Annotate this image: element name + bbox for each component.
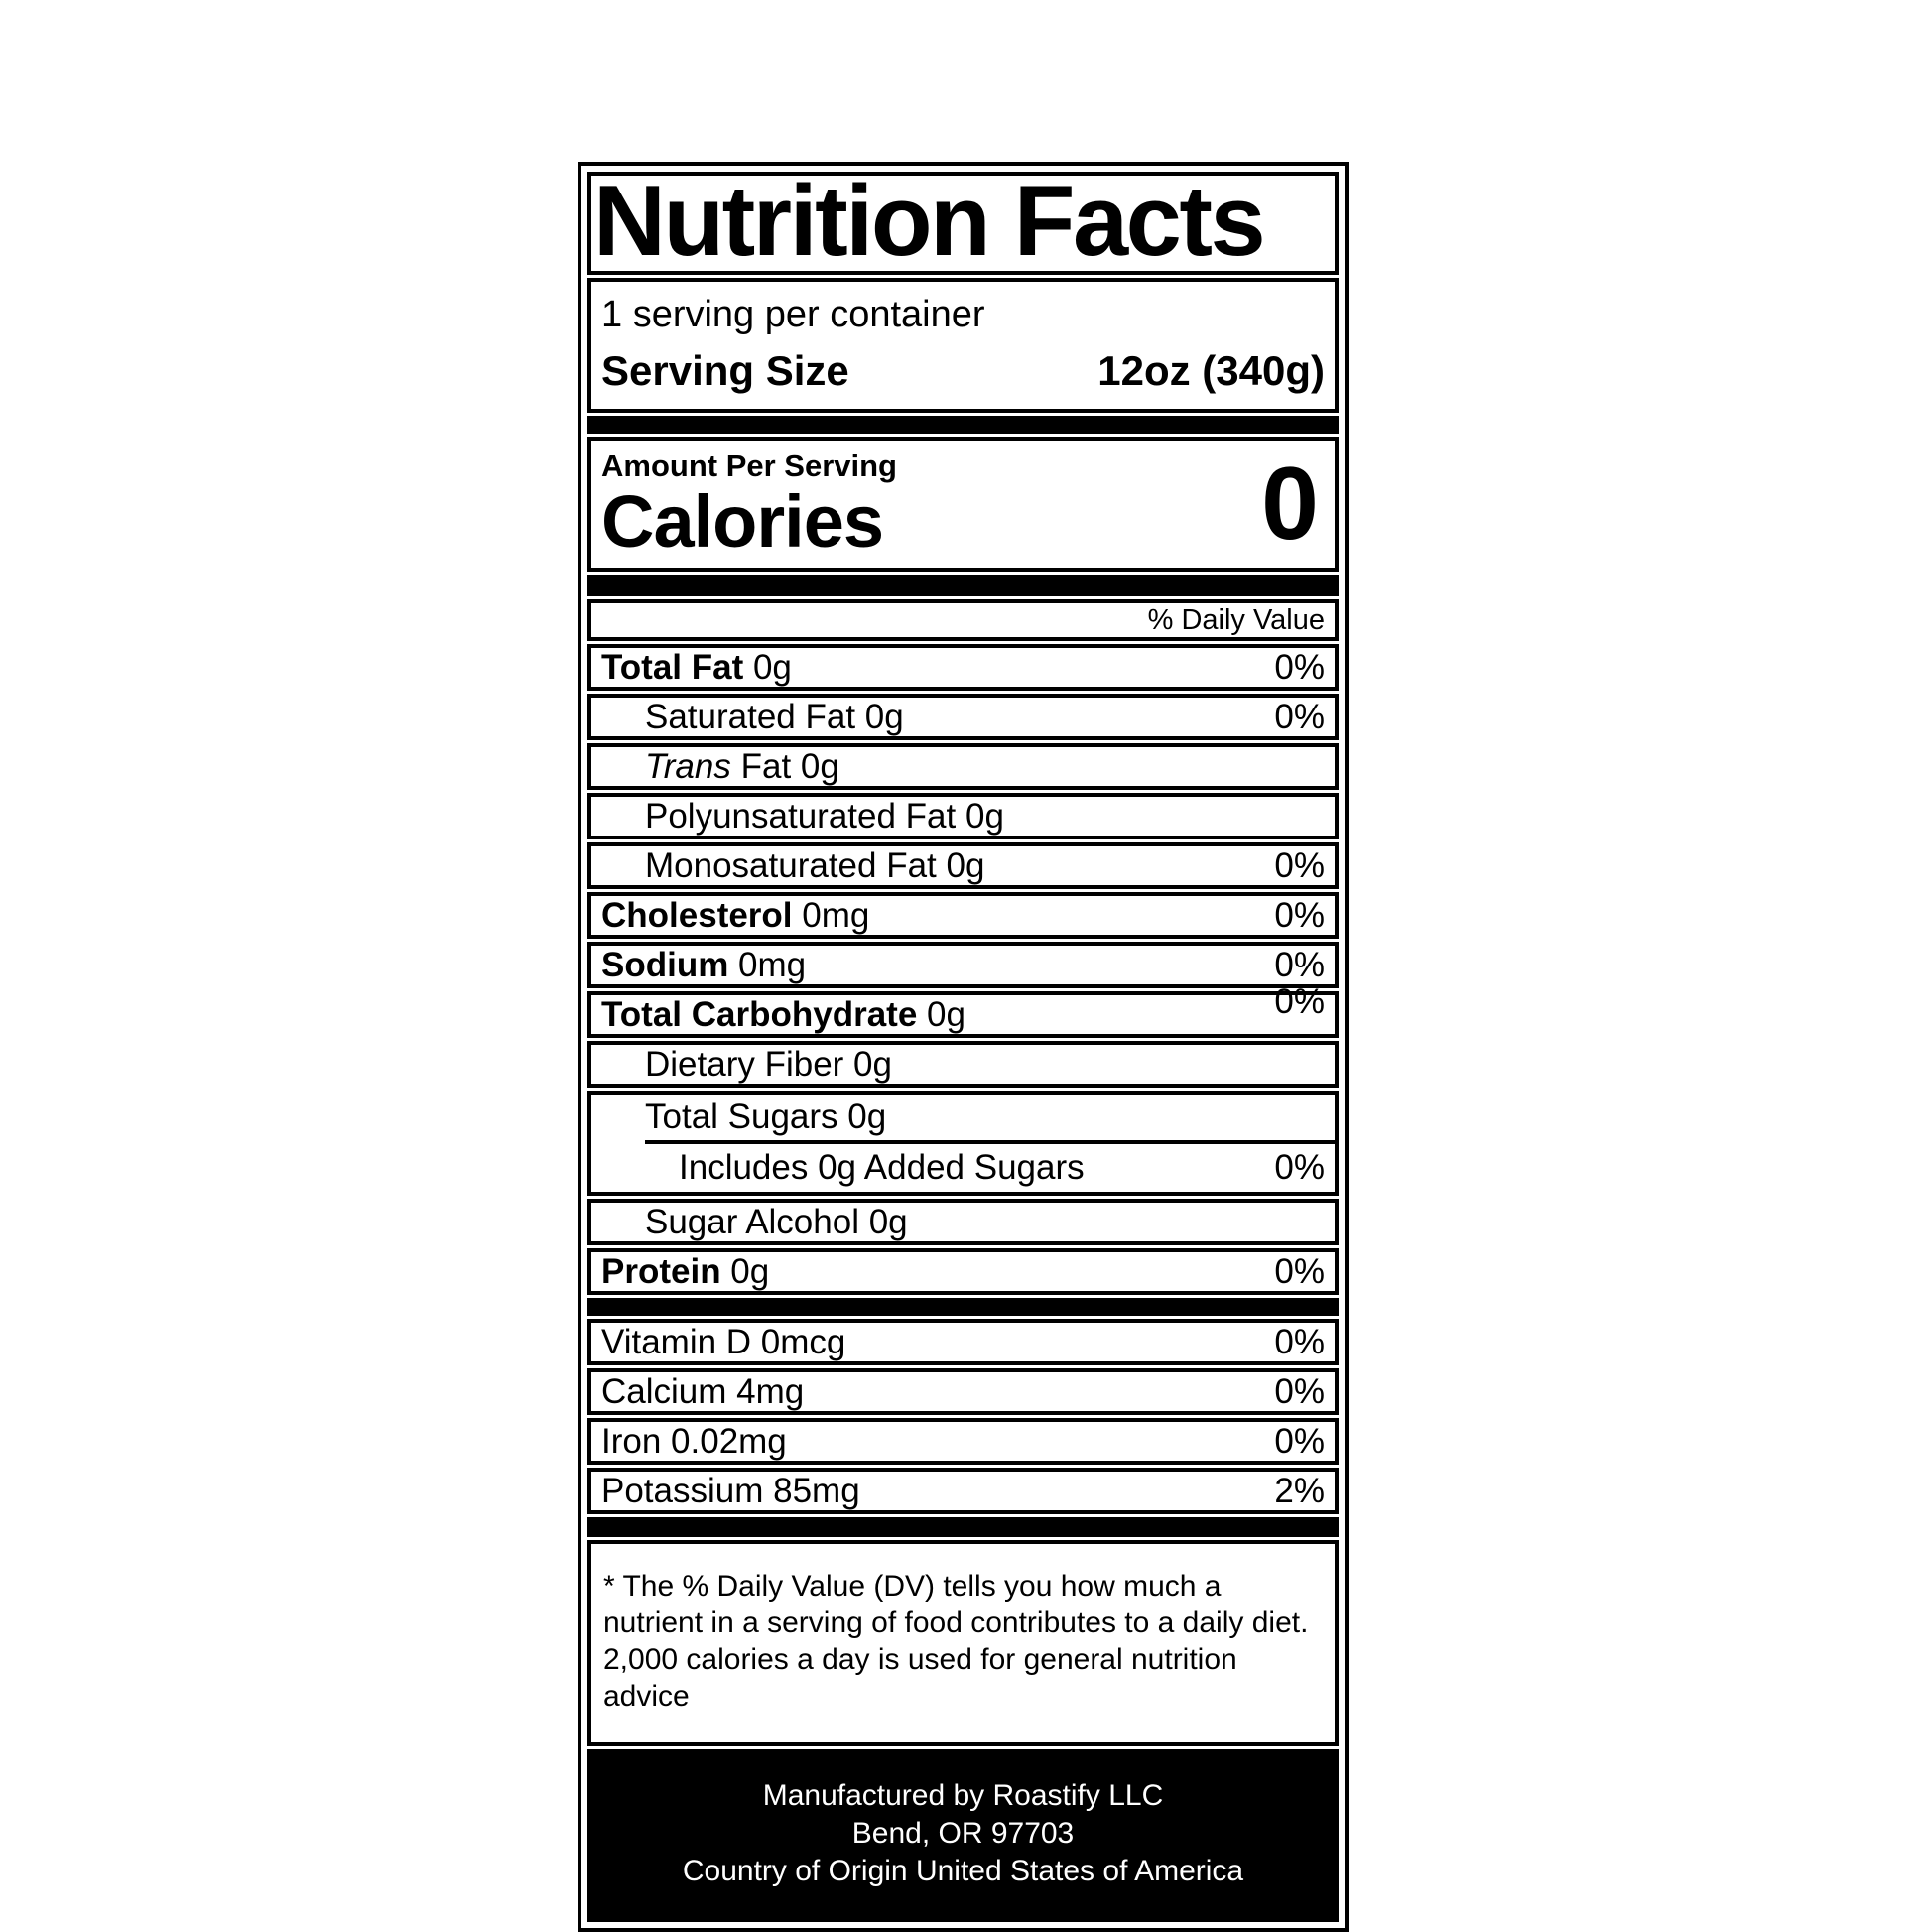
nutrient-row: Total Carbohydrate 0g 0%: [587, 982, 1339, 1038]
nutrient-name: Polyunsaturated Fat 0g: [645, 796, 1004, 836]
nutrient-amount: 4mg: [726, 1371, 805, 1411]
separator-bar: [587, 1298, 1339, 1316]
nutrient-percent: 0%: [1274, 697, 1325, 736]
nutrient-name: Monosaturated Fat 0g: [645, 845, 985, 885]
nutrient-amount: 0g: [843, 1044, 892, 1084]
nutrient-amount: 0mcg: [751, 1322, 846, 1361]
nutrient-row: Protein 0g 0%: [587, 1248, 1339, 1295]
sugars-divider-line: [645, 1140, 1335, 1144]
amount-per-serving-heading: Amount Per Serving: [601, 449, 897, 483]
nutrient-name: Saturated Fat 0g: [645, 697, 904, 736]
manufacturer-address: Bend, OR 97703: [851, 1817, 1075, 1850]
nutrient-row: Total Fat 0g 0%: [587, 644, 1339, 691]
nutrient-amount: 0g: [936, 845, 985, 885]
nutrient-amount: 0g: [917, 994, 966, 1034]
vitamin-rows-group: Vitamin D 0mcg 0% Calcium 4mg 0% Iron 0.02mg…: [587, 1319, 1339, 1514]
calories-section: Amount Per Serving Calories 0: [587, 437, 1339, 572]
nutrient-row: Vitamin D 0mcg 0%: [587, 1319, 1339, 1365]
nutrient-name: Vitamin D 0mcg: [601, 1322, 846, 1361]
nutrient-row: Saturated Fat 0g 0%: [587, 694, 1339, 740]
nutrient-amount: 0.02mg: [661, 1421, 787, 1461]
nutrient-percent: 0%: [1274, 845, 1325, 885]
manufacturer-footer: Manufactured by Roastify LLC Bend, OR 97…: [587, 1749, 1339, 1922]
nutrient-name: Trans Fat 0g: [645, 746, 839, 786]
nutrient-row: Sugar Alcohol 0g: [587, 1199, 1339, 1245]
separator-bar: [587, 416, 1339, 434]
serving-size-label: Serving Size: [601, 347, 849, 394]
label-title: Nutrition Facts: [593, 166, 1266, 277]
nutrient-name: Iron 0.02mg: [601, 1421, 787, 1461]
nutrient-name: Dietary Fiber 0g: [645, 1044, 892, 1084]
calories-label: Calories: [601, 480, 884, 563]
daily-value-header-row: % Daily Value: [587, 599, 1339, 641]
nutrient-percent: 0%: [1274, 1322, 1325, 1361]
total-sugars-label: Total Sugars 0g: [645, 1097, 887, 1136]
nutrient-rows-group: Total Fat 0g 0% Saturated Fat 0g 0% Trans Fa…: [587, 644, 1339, 1088]
daily-value-header: % Daily Value: [1147, 603, 1325, 636]
nutrient-name: Total Fat 0g: [601, 647, 792, 687]
nutrient-amount: 0g: [743, 647, 792, 687]
daily-value-footnote: * The % Daily Value (DV) tells you how m…: [587, 1540, 1339, 1746]
nutrient-percent: 0%: [1274, 1251, 1325, 1291]
separator-bar: [587, 575, 1339, 596]
nutrient-percent: 2%: [1274, 1471, 1325, 1510]
serving-size-row: Serving Size 12oz (340g): [601, 347, 1325, 395]
calories-value: 0: [1261, 447, 1319, 562]
serving-size-value: 12oz (340g): [1097, 347, 1325, 394]
nutrient-row: Polyunsaturated Fat 0g: [587, 793, 1339, 839]
nutrient-amount: 0g: [956, 796, 1004, 836]
nutrient-percent: 0%: [1274, 981, 1325, 1021]
added-sugars-label: Includes 0g Added Sugars: [679, 1148, 1085, 1187]
added-sugars-percent: 0%: [1274, 1148, 1325, 1187]
nutrient-amount: 0g: [791, 746, 839, 786]
nutrient-row: Dietary Fiber 0g: [587, 1041, 1339, 1088]
nutrient-name: Sugar Alcohol 0g: [645, 1202, 908, 1241]
nutrient-name: Potassium 85mg: [601, 1471, 860, 1510]
nutrient-rows-group: Sugar Alcohol 0g Protein 0g 0%: [587, 1199, 1339, 1295]
sugars-compound-row: Total Sugars 0g Includes 0g Added Sugars…: [587, 1091, 1339, 1196]
nutrient-amount: 0g: [858, 1202, 908, 1241]
nutrient-row: Iron 0.02mg 0%: [587, 1418, 1339, 1465]
total-sugars-row: Total Sugars 0g: [591, 1095, 1335, 1140]
title-section: Nutrition Facts: [587, 172, 1339, 275]
nutrient-percent: 0%: [1274, 945, 1325, 984]
nutrient-row: Potassium 85mg 2%: [587, 1468, 1339, 1514]
serving-section: 1 serving per container Serving Size 12o…: [587, 278, 1339, 413]
country-of-origin: Country of Origin United States of Ameri…: [682, 1855, 1244, 1887]
nutrient-percent: 0%: [1274, 895, 1325, 935]
nutrient-amount: 0mg: [728, 945, 807, 984]
nutrient-amount: 0g: [855, 697, 904, 736]
nutrient-row: Cholesterol 0mg 0%: [587, 892, 1339, 939]
nutrient-amount: 0mg: [792, 895, 870, 935]
nutrient-name: Protein 0g: [601, 1251, 770, 1291]
separator-bar: [587, 1517, 1339, 1537]
manufacturer-line: Manufactured by Roastify LLC: [762, 1779, 1164, 1812]
nutrient-row: Trans Fat 0g: [587, 743, 1339, 790]
nutrient-row: Calcium 4mg 0%: [587, 1368, 1339, 1415]
nutrition-facts-label: Nutrition Facts 1 serving per container …: [578, 162, 1349, 1932]
nutrient-row: Monosaturated Fat 0g 0%: [587, 842, 1339, 889]
servings-per-container: 1 serving per container: [601, 294, 985, 335]
nutrient-amount: 85mg: [763, 1471, 860, 1510]
nutrient-name: Total Carbohydrate 0g: [601, 994, 966, 1034]
nutrient-name: Sodium 0mg: [601, 945, 807, 984]
nutrient-percent: 0%: [1274, 1421, 1325, 1461]
nutrient-name: Cholesterol 0mg: [601, 895, 870, 935]
nutrient-amount: 0g: [720, 1251, 770, 1291]
nutrient-percent: 0%: [1274, 1371, 1325, 1411]
nutrient-percent: 0%: [1274, 647, 1325, 687]
added-sugars-row: Includes 0g Added Sugars 0%: [591, 1144, 1335, 1192]
nutrient-row: Sodium 0mg 0%: [587, 942, 1339, 988]
nutrient-name: Calcium 4mg: [601, 1371, 805, 1411]
